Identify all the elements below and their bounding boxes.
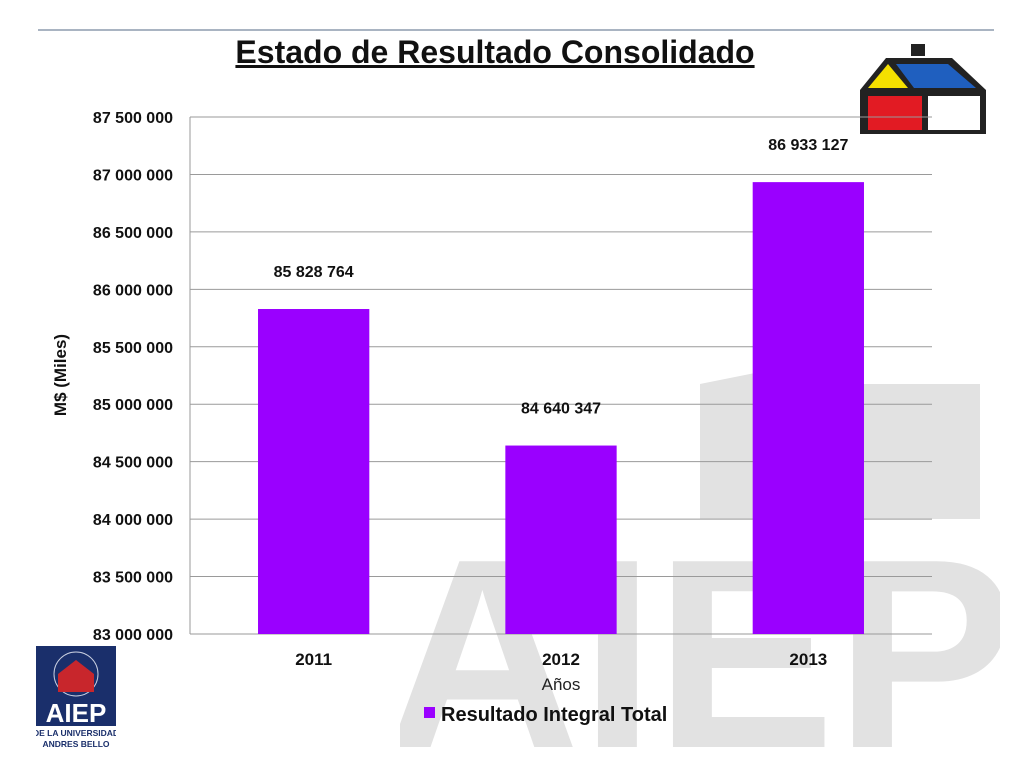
y-tick-label: 84 000 000: [93, 512, 173, 529]
bar-2013: [752, 182, 864, 634]
y-tick-label: 84 500 000: [93, 455, 173, 472]
y-tick-label: 83 000 000: [93, 627, 173, 644]
y-tick-label: 85 000 000: [93, 397, 173, 414]
y-tick-label: 86 500 000: [93, 225, 173, 242]
legend: Resultado Integral Total: [424, 704, 667, 726]
aiep-logo-subtext-2: ANDRES BELLO: [42, 739, 109, 749]
x-tick-label: 2011: [295, 650, 332, 669]
legend-label: Resultado Integral Total: [441, 704, 667, 726]
bar-2011: [258, 309, 370, 634]
bar-2012: [505, 445, 617, 634]
watermark-text: AIEP: [400, 504, 1000, 752]
aiep-logo-text: AIEP: [46, 698, 107, 728]
y-tick-label: 87 500 000: [93, 110, 173, 127]
aiep-logo-subtext-1: DE LA UNIVERSIDAD: [36, 728, 116, 738]
y-tick-label: 86 000 000: [93, 282, 173, 299]
y-tick-label: 85 500 000: [93, 340, 173, 357]
legend-swatch: [424, 707, 435, 718]
data-label: 86 933 127: [768, 137, 848, 154]
y-tick-label: 83 500 000: [93, 570, 173, 587]
house-logo: [860, 44, 986, 134]
x-tick-label: 2013: [789, 650, 827, 669]
label-layer: 83 000 000 83 500 000 84 000 000 84 500 000…: [93, 110, 849, 669]
data-label: 84 640 347: [521, 401, 601, 418]
top-rule: [38, 29, 994, 31]
bar-layer: [258, 182, 864, 634]
y-tick-label: 87 000 000: [93, 167, 173, 184]
x-axis-title: Años: [542, 675, 581, 694]
aiep-logo: AIEP DE LA UNIVERSIDAD ANDRES BELLO: [33, 646, 119, 750]
data-label: 85 828 764: [274, 264, 354, 281]
y-axis-title: M$ (Miles): [51, 334, 70, 416]
slide-title: Estado de Resultado Consolidado: [235, 34, 755, 70]
x-tick-label: 2012: [542, 650, 580, 669]
